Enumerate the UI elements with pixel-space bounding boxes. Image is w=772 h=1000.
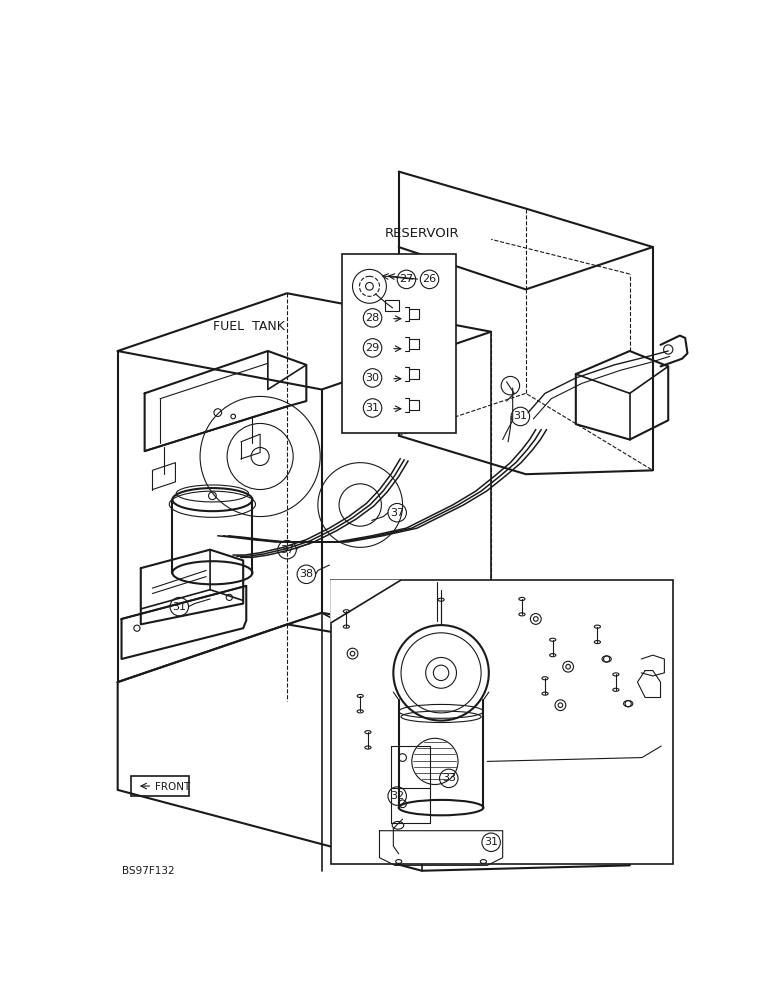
Text: FRONT: FRONT xyxy=(155,782,191,792)
Text: 38: 38 xyxy=(300,569,313,579)
Text: 32: 32 xyxy=(390,791,405,801)
Text: 27: 27 xyxy=(399,274,414,284)
Text: 33: 33 xyxy=(442,773,455,783)
Text: 29: 29 xyxy=(365,343,380,353)
Bar xyxy=(342,254,455,433)
Bar xyxy=(385,300,398,311)
Text: 37: 37 xyxy=(280,545,294,555)
Text: RESERVOIR: RESERVOIR xyxy=(384,227,459,240)
Bar xyxy=(331,580,673,864)
Text: 37: 37 xyxy=(390,508,405,518)
Text: 30: 30 xyxy=(366,373,380,383)
Text: BS97F132: BS97F132 xyxy=(121,866,174,876)
Text: 31: 31 xyxy=(513,411,527,421)
Text: FUEL  TANK: FUEL TANK xyxy=(212,320,285,333)
Bar xyxy=(331,580,673,864)
Text: 31: 31 xyxy=(484,837,498,847)
Text: 31: 31 xyxy=(366,403,380,413)
Text: 26: 26 xyxy=(422,274,437,284)
Bar xyxy=(130,776,188,796)
Text: 31: 31 xyxy=(172,602,186,612)
Text: 28: 28 xyxy=(365,313,380,323)
Polygon shape xyxy=(331,580,400,623)
